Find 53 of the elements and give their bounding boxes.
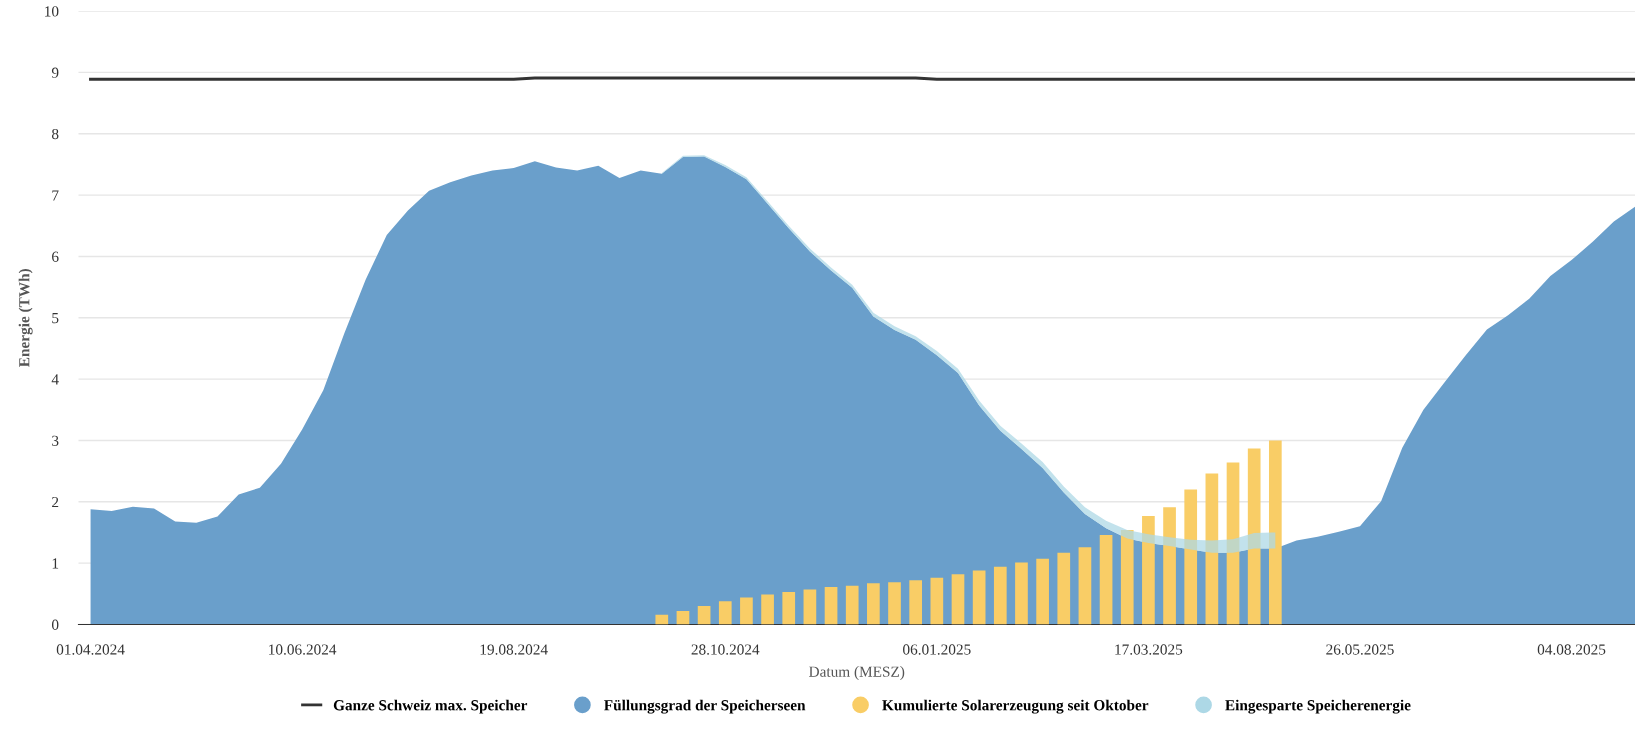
bar — [867, 583, 880, 625]
y-tick-label: 6 — [52, 251, 59, 262]
bar — [1163, 507, 1176, 625]
y-tick-label: 5 — [52, 313, 59, 324]
bar — [951, 574, 965, 625]
legend-label: Eingesparte Speicherenergie — [1225, 699, 1411, 714]
x-tick-label: 26.05.2025 — [1326, 644, 1394, 655]
bar — [676, 610, 690, 625]
bar — [1036, 558, 1049, 625]
x-axis-title: Datum (MESZ) — [809, 666, 905, 680]
y-tick-label: 9 — [51, 67, 59, 78]
x-tick-label: 17.03.2025 — [1115, 644, 1183, 655]
y-tick-label: 10 — [45, 6, 59, 17]
y-tick-label: 1 — [52, 558, 59, 569]
y-axis-title: Energie (TWh) — [18, 269, 33, 367]
bar — [993, 566, 1007, 625]
bar — [1247, 448, 1261, 625]
x-tick-label: 04.08.2025 — [1537, 644, 1606, 655]
bar — [1099, 534, 1113, 625]
bar — [1120, 530, 1134, 625]
x-tick-label: 01.04.2024 — [56, 644, 125, 655]
bar — [909, 580, 923, 625]
x-tick-label: 19.08.2024 — [480, 644, 548, 655]
bar — [803, 589, 817, 625]
x-tick-label: 28.10.2024 — [691, 644, 760, 655]
bar — [655, 614, 669, 625]
bar — [930, 577, 944, 625]
bar — [1184, 489, 1198, 625]
bar — [761, 594, 774, 625]
legend-label: Ganze Schweiz max. Speicher — [333, 699, 528, 714]
bar — [740, 597, 753, 625]
bar — [1015, 562, 1028, 625]
y-tick-label: 2 — [52, 496, 59, 508]
y-tick-label: 0 — [51, 619, 59, 630]
bar — [1268, 440, 1282, 625]
bar — [972, 570, 986, 625]
bar — [697, 606, 711, 625]
y-tick-label: 7 — [52, 190, 59, 201]
bar — [718, 601, 732, 625]
bar — [888, 582, 901, 625]
y-tick-label: 3 — [52, 435, 59, 446]
y-tick-label: 4 — [51, 374, 59, 385]
y-tick-label: 8 — [51, 128, 59, 140]
bar — [1057, 552, 1071, 625]
bar — [1142, 515, 1155, 625]
x-tick-label: 10.06.2024 — [269, 644, 337, 655]
bar — [824, 587, 838, 625]
bar — [1078, 547, 1092, 625]
x-tick-label: 06.01.2025 — [903, 644, 971, 655]
bar — [782, 591, 796, 625]
bar — [845, 585, 859, 625]
legend-label: Kumulierte Solarerzeugung seit Oktober — [882, 699, 1149, 714]
legend-label: Füllungsgrad der Speicherseen — [604, 699, 806, 714]
